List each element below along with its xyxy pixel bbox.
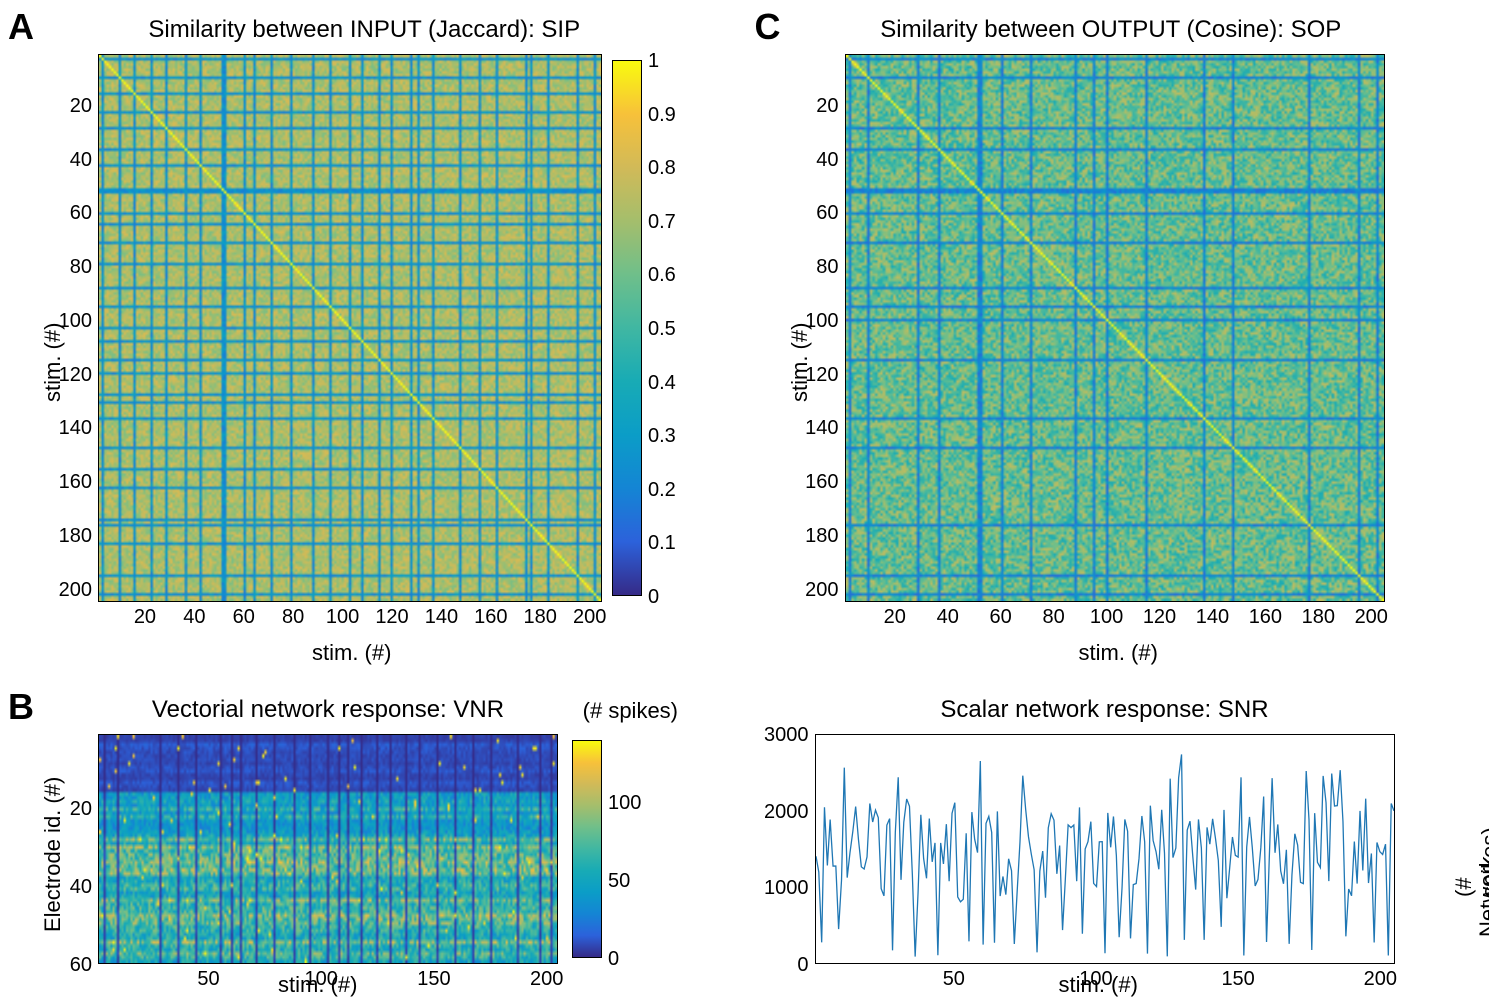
columns: A Similarity between INPUT (Jaccard): SI… [12,12,1463,990]
ticksC-x-180: 180 [1302,606,1335,629]
panel-d-ylabel-2: (# spikes) [1451,827,1489,897]
ticksA-cb-0.3: 0.3 [648,425,676,448]
ticksB-y-20: 20 [42,798,92,821]
left-column: A Similarity between INPUT (Jaccard): SI… [12,12,717,990]
panel-c-title: Similarity between OUTPUT (Cosine): SOP [759,16,1464,44]
ticksA-x-200: 200 [573,606,606,629]
panel-b-colorbar [572,740,602,958]
ticksA-x-20: 20 [134,606,156,629]
ticksD-x-150: 150 [1221,968,1254,991]
ticksC-y-100: 100 [789,310,839,333]
ticksB-x-200: 200 [530,968,563,991]
panel-c-wrap: C Similarity between OUTPUT (Cosine): SO… [759,12,1464,692]
ticksB-cb-0: 0 [608,948,619,971]
ticksA-cb-0.1: 0.1 [648,532,676,555]
ticksA-cb-0.5: 0.5 [648,318,676,341]
panel-b-heatmap [98,734,558,964]
panel-b-units: (# spikes) [558,698,678,724]
ticksC-y-180: 180 [789,525,839,548]
ticksC-y-200: 200 [789,579,839,602]
panel-d-title: Scalar network response: SNR [815,696,1395,724]
panel-a-xlabel: stim. (#) [312,640,391,666]
ticksA-y-160: 160 [42,471,92,494]
ticksC-y-120: 120 [789,364,839,387]
panel-c-xlabel: stim. (#) [1079,640,1158,666]
ticksC-x-140: 140 [1196,606,1229,629]
panel-a-title: Similarity between INPUT (Jaccard): SIP [12,16,717,44]
panel-b-title: Vectorial network response: VNR [98,696,558,724]
ticksA-x-40: 40 [183,606,205,629]
panel-letter-b: B [8,686,34,728]
ticksB-x-100: 100 [305,968,338,991]
ticksD-y-3000: 3000 [759,724,809,747]
ticksC-x-20: 20 [884,606,906,629]
figure-composite: A Similarity between INPUT (Jaccard): SI… [0,0,1489,1008]
ticksA-y-140: 140 [42,417,92,440]
ticksA-y-60: 60 [42,202,92,225]
ticksA-x-60: 60 [233,606,255,629]
ticksB-y-40: 40 [42,876,92,899]
ticksA-cb-0.4: 0.4 [648,372,676,395]
ticksC-y-160: 160 [789,471,839,494]
panel-b-wrap: B Vectorial network response: VNR (# spi… [12,692,717,990]
ticksB-y-60: 60 [42,954,92,977]
ticksA-cb-0.9: 0.9 [648,104,676,127]
ticksD-y-1000: 1000 [759,877,809,900]
panel-c-ylabel: stim. (#) [787,323,813,402]
ticksA-y-40: 40 [42,149,92,172]
ticksB-cb-100: 100 [608,792,641,815]
ticksC-x-160: 160 [1249,606,1282,629]
ticksA-cb-0.2: 0.2 [648,479,676,502]
ticksA-x-100: 100 [326,606,359,629]
ticksB-x-150: 150 [417,968,450,991]
ticksA-cb-0: 0 [648,586,659,609]
ticksD-y-0: 0 [759,954,809,977]
panel-d-wrap: Scalar network response: SNR Network res… [759,692,1464,990]
ticksA-x-80: 80 [282,606,304,629]
panel-a-canvas [99,55,601,601]
ticksA-y-80: 80 [42,256,92,279]
panel-a-colorbar [612,60,642,596]
ticksC-x-60: 60 [990,606,1012,629]
ticksD-y-2000: 2000 [759,801,809,824]
panel-a-wrap: A Similarity between INPUT (Jaccard): SI… [12,12,717,692]
ticksC-x-120: 120 [1143,606,1176,629]
right-column: C Similarity between OUTPUT (Cosine): SO… [759,12,1464,990]
ticksA-x-140: 140 [425,606,458,629]
ticksA-cb-0.7: 0.7 [648,211,676,234]
ticksA-x-120: 120 [375,606,408,629]
ticksD-x-100: 100 [1079,968,1112,991]
ticksC-y-140: 140 [789,417,839,440]
ticksA-y-100: 100 [42,310,92,333]
ticksA-x-160: 160 [474,606,507,629]
ticksC-x-200: 200 [1355,606,1388,629]
ticksC-y-60: 60 [789,202,839,225]
ticksA-cb-0.8: 0.8 [648,157,676,180]
ticksB-x-50: 50 [197,968,219,991]
ticksD-x-200: 200 [1364,968,1397,991]
ticksC-x-80: 80 [1042,606,1064,629]
panel-a-ylabel: stim. (#) [40,323,66,402]
ticksA-y-200: 200 [42,579,92,602]
panel-c-canvas [846,55,1384,601]
ticksC-x-100: 100 [1090,606,1123,629]
ticksA-x-180: 180 [524,606,557,629]
panel-a-heatmap [98,54,602,602]
ticksA-cb-1: 1 [648,50,659,73]
panel-d-svg [816,735,1394,963]
ticksA-y-120: 120 [42,364,92,387]
panel-c-heatmap [845,54,1385,602]
snr-line [816,754,1394,956]
panel-d-plot [815,734,1395,964]
ticksC-y-20: 20 [789,95,839,118]
ticksD-x-50: 50 [943,968,965,991]
ticksA-y-20: 20 [42,95,92,118]
ticksB-cb-50: 50 [608,870,630,893]
ticksC-y-40: 40 [789,149,839,172]
panel-b-canvas [99,735,557,963]
ticksC-y-80: 80 [789,256,839,279]
ticksA-cb-0.6: 0.6 [648,264,676,287]
ticksA-y-180: 180 [42,525,92,548]
ticksC-x-40: 40 [937,606,959,629]
